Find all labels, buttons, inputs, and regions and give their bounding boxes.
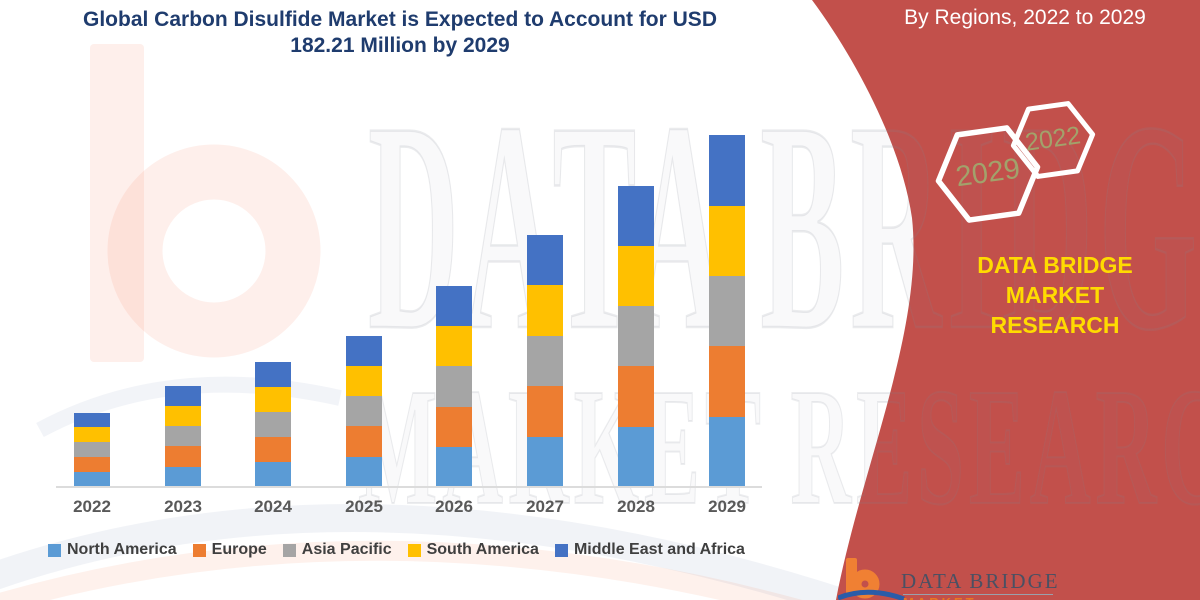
x-axis-label-2026: 2026 bbox=[435, 497, 473, 516]
chart-legend: North America Europe Asia Pacific South Ame… bbox=[48, 541, 745, 559]
x-axis-label-2024: 2024 bbox=[254, 497, 292, 516]
bar-segment-2022-europe bbox=[74, 457, 110, 473]
legend-label: North America bbox=[67, 541, 177, 558]
bar-segment-2024-europe bbox=[255, 436, 291, 462]
legend-swatch bbox=[192, 543, 206, 557]
bar-2027 bbox=[527, 235, 563, 487]
databridge-logo-icon bbox=[838, 558, 905, 600]
panel-heading: By Regions, 2022 to 2029 bbox=[904, 6, 1146, 29]
legend-swatch bbox=[48, 543, 61, 557]
bar-segment-2028-middle-east-and-africa bbox=[618, 185, 654, 246]
legend-item-south-america: South America bbox=[407, 541, 539, 559]
bar-segment-2025-middle-east-and-africa bbox=[346, 335, 382, 366]
bar-2028 bbox=[618, 185, 654, 487]
bar-segment-2023-middle-east-and-africa bbox=[165, 385, 201, 406]
bar-segment-2023-south-america bbox=[165, 405, 201, 427]
bar-segment-2022-south-america bbox=[74, 427, 110, 443]
bar-segment-2022-asia-pacific bbox=[74, 442, 110, 458]
bar-segment-2028-south-america bbox=[618, 245, 654, 307]
legend-label: South America bbox=[426, 541, 539, 558]
bar-segment-2024-south-america bbox=[255, 386, 291, 412]
bar-segment-2029-south-america bbox=[709, 205, 745, 277]
bar-segment-2023-asia-pacific bbox=[165, 426, 201, 447]
bar-segment-2026-north-america bbox=[436, 446, 472, 487]
legend-item-middle-east-and-africa: Middle East and Africa bbox=[554, 541, 745, 559]
legend-label: Europe bbox=[211, 541, 267, 558]
bar-2022 bbox=[74, 412, 110, 487]
bar-segment-2028-europe bbox=[618, 366, 654, 427]
bar-segment-2024-north-america bbox=[255, 461, 291, 487]
x-axis-label-2027: 2027 bbox=[526, 497, 564, 516]
footer-logo-text: DATA BRIDGE bbox=[901, 569, 1060, 593]
brand-text: DATA BRIDGE MARKET RESEARCH bbox=[935, 250, 1175, 340]
bar-segment-2027-europe bbox=[527, 386, 563, 437]
chart-title: Global Carbon Disulfide Market is Expect… bbox=[50, 7, 750, 59]
x-axis-label-2028: 2028 bbox=[617, 497, 655, 516]
x-axis-label-2025: 2025 bbox=[345, 497, 383, 516]
x-axis-label-2029: 2029 bbox=[708, 497, 746, 516]
bar-2026 bbox=[436, 286, 472, 487]
bar-segment-2025-north-america bbox=[346, 456, 382, 487]
footer-logo-subtext-clipped: MARKET RESEARCH bbox=[903, 594, 1053, 600]
bar-segment-2023-north-america bbox=[165, 466, 201, 487]
footer-logo-subtext: MARKET RESEARCH bbox=[903, 595, 1053, 600]
bar-segment-2029-europe bbox=[709, 346, 745, 417]
chart-title-line-1: Global Carbon Disulfide Market is Expect… bbox=[83, 8, 717, 31]
x-axis-label-2022: 2022 bbox=[73, 497, 111, 516]
bar-segment-2022-north-america bbox=[74, 472, 110, 487]
x-axis-label-2023: 2023 bbox=[164, 497, 202, 516]
bar-segment-2028-north-america bbox=[618, 426, 654, 487]
legend-swatch bbox=[407, 543, 421, 557]
legend-label: Middle East and Africa bbox=[573, 541, 745, 558]
bar-segment-2027-north-america bbox=[527, 436, 563, 487]
legend-item-europe: Europe bbox=[192, 541, 267, 559]
chart-title-line-2: 182.21 Million by 2029 bbox=[290, 34, 510, 57]
legend-item-asia-pacific: Asia Pacific bbox=[282, 541, 392, 559]
bar-segment-2026-middle-east-and-africa bbox=[436, 286, 472, 327]
bar-segment-2026-south-america bbox=[436, 326, 472, 367]
bar-segment-2027-asia-pacific bbox=[527, 335, 563, 387]
bar-segment-2025-asia-pacific bbox=[346, 396, 382, 427]
bar-segment-2025-south-america bbox=[346, 365, 382, 397]
bar-segment-2029-middle-east-and-africa bbox=[709, 135, 745, 206]
bar-segment-2023-europe bbox=[165, 446, 201, 467]
brand-text-line-2: RESEARCH bbox=[990, 312, 1120, 338]
x-axis-line bbox=[56, 486, 762, 488]
bar-segment-2027-south-america bbox=[527, 285, 563, 336]
bar-2023 bbox=[165, 385, 201, 487]
bar-segment-2024-middle-east-and-africa bbox=[255, 361, 291, 387]
bar-segment-2026-asia-pacific bbox=[436, 366, 472, 407]
bar-segment-2025-europe bbox=[346, 426, 382, 457]
legend-swatch bbox=[554, 543, 568, 557]
bar-segment-2029-north-america bbox=[709, 416, 745, 487]
bar-segment-2026-europe bbox=[436, 406, 472, 447]
bar-2025 bbox=[346, 335, 382, 487]
bar-segment-2028-asia-pacific bbox=[618, 306, 654, 367]
bar-segment-2027-middle-east-and-africa bbox=[527, 235, 563, 286]
legend-swatch bbox=[282, 543, 296, 557]
bar-2029 bbox=[709, 135, 745, 487]
legend-label: Asia Pacific bbox=[301, 541, 392, 558]
bar-segment-2024-asia-pacific bbox=[255, 411, 291, 437]
bar-segment-2029-asia-pacific bbox=[709, 276, 745, 347]
bar-segment-2022-middle-east-and-africa bbox=[74, 412, 110, 428]
brand-text-line-1: DATA BRIDGE MARKET bbox=[977, 252, 1133, 308]
legend-item-north-america: North America bbox=[48, 541, 177, 559]
bar-2024 bbox=[255, 361, 291, 487]
